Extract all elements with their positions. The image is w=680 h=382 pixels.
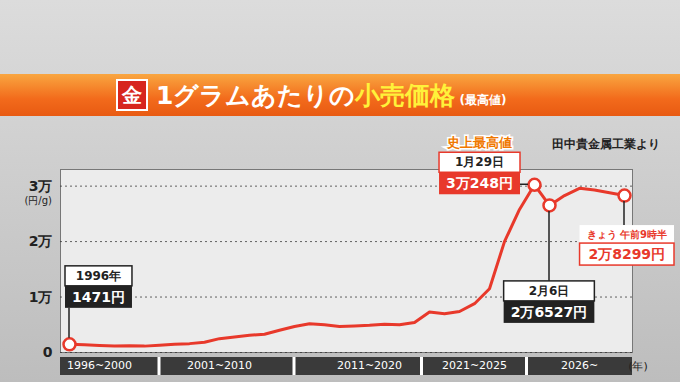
svg-text:史上最高値: 史上最高値 [446, 135, 512, 150]
svg-text:1万: 1万 [29, 289, 53, 305]
svg-text:2001~2010: 2001~2010 [187, 359, 252, 372]
svg-text:2026~: 2026~ [561, 359, 598, 372]
svg-text:0: 0 [43, 344, 53, 360]
svg-text:1996~2000: 1996~2000 [67, 359, 132, 372]
svg-text:1996年: 1996年 [76, 269, 121, 283]
svg-text:1月29日: 1月29日 [455, 155, 504, 169]
svg-text:田中貴金属工業より: 田中貴金属工業より [552, 137, 660, 151]
svg-text:(年): (年) [628, 360, 648, 373]
svg-text:きょう 午前9時半: きょう 午前9時半 [587, 229, 667, 241]
svg-text:2万6527円: 2万6527円 [511, 304, 588, 320]
svg-text:2万: 2万 [29, 233, 53, 249]
svg-text:3万248円: 3万248円 [446, 175, 513, 191]
html-text:金: 金 [122, 83, 142, 107]
svg-text:2万8299円: 2万8299円 [588, 246, 665, 262]
svg-text:1471円: 1471円 [72, 289, 125, 305]
svg-text:(円/g): (円/g) [24, 195, 52, 206]
svg-text:3万: 3万 [29, 178, 53, 194]
html-text:1グラムあたりの小売価格(最高値): 1グラムあたりの小売価格(最高値) [156, 80, 507, 110]
svg-text:2021~2025: 2021~2025 [442, 359, 507, 372]
svg-text:2011~2020: 2011~2020 [337, 359, 402, 372]
svg-text:2月6日: 2月6日 [529, 284, 570, 298]
